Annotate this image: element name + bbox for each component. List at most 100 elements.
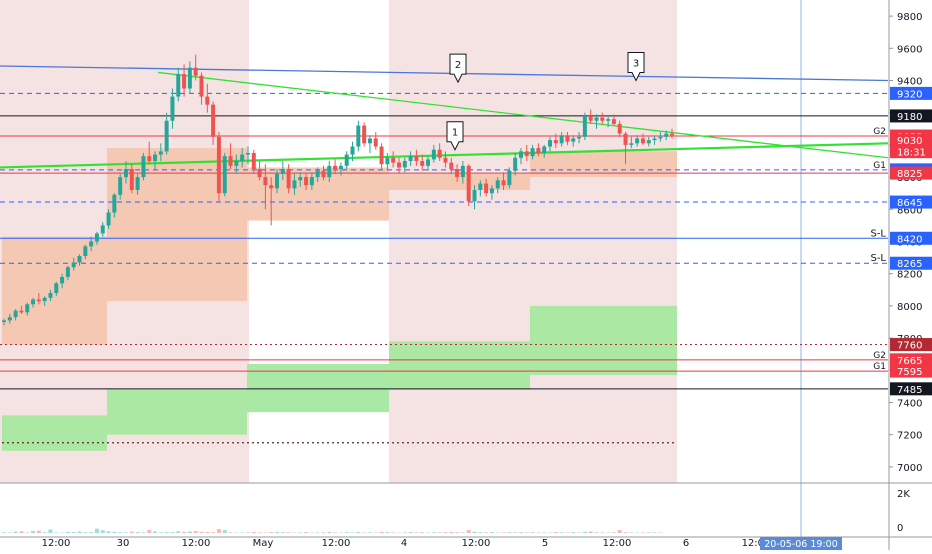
candle-body (141, 156, 145, 177)
candle-body (362, 126, 366, 144)
candle-body (147, 156, 151, 161)
candle-body (310, 177, 314, 185)
candle-body (438, 150, 442, 158)
candle-body (48, 293, 52, 298)
volume-bar (176, 531, 180, 533)
price-tag-label: 18:31 (897, 148, 926, 159)
candle-body (304, 177, 308, 185)
candle-body (112, 195, 116, 213)
candle-body (589, 116, 593, 121)
x-tick-label: 6 (683, 538, 689, 549)
y-tick-label: 8200 (897, 270, 922, 281)
candle-body (252, 153, 256, 169)
candle-body (101, 225, 105, 233)
candle-body (263, 177, 267, 185)
volume-bar (478, 532, 482, 533)
volume-bar (72, 532, 76, 533)
callout-label: 3 (633, 59, 639, 70)
volume-bar (600, 532, 604, 533)
candle-body (37, 299, 41, 301)
candle-body (153, 155, 157, 161)
x-tick-label: May (253, 538, 274, 549)
candle-body (31, 299, 35, 304)
candle-body (414, 156, 418, 161)
candle-body (565, 135, 569, 141)
candle-body (583, 116, 587, 137)
candle-body (246, 153, 250, 155)
candle-body (571, 138, 575, 141)
volume-bar (31, 531, 35, 533)
price-tag-label: 7760 (897, 341, 922, 352)
candle-body (165, 121, 169, 152)
y-tick-label: 9800 (897, 12, 922, 23)
price-tag-label: 7595 (897, 367, 922, 378)
candle-body (577, 137, 581, 139)
candle-body (321, 171, 325, 177)
candle-body (2, 320, 6, 322)
x-tick-label: 4 (401, 538, 407, 549)
volume-bar (624, 532, 628, 533)
volume-bar (484, 532, 488, 533)
volume-bar (188, 532, 192, 533)
volume-bar (54, 532, 58, 533)
candle-body (664, 134, 668, 137)
price-tag-label: 9180 (897, 112, 922, 123)
candle-body (170, 97, 174, 121)
volume-bar (356, 532, 360, 533)
volume-bar (112, 532, 116, 533)
candle-body (25, 304, 29, 312)
volume-bar (443, 532, 447, 533)
candle-body (194, 68, 198, 76)
volume-bar (2, 532, 6, 533)
volume-bar (147, 530, 151, 533)
volume-bar (414, 532, 418, 533)
y-tick-label: 7000 (897, 463, 922, 474)
y-tick-label: 7200 (897, 431, 922, 442)
x-tick-label: 12:00 (42, 538, 71, 549)
candle-body (8, 317, 12, 320)
volume-tick-label: 2K (897, 489, 910, 500)
candle-body (368, 138, 372, 143)
candle-body (397, 163, 401, 168)
candle-body (647, 140, 651, 143)
volume-bar (647, 532, 651, 533)
volume-bar (298, 532, 302, 533)
x-tick-label: 12:00 (182, 538, 211, 549)
candle-body (536, 148, 540, 153)
volume-bar (449, 532, 453, 533)
level-tag: G1 (873, 362, 886, 372)
volume-bar (420, 532, 424, 533)
candle-body (403, 161, 407, 167)
candle-body (606, 119, 610, 121)
candle-body (658, 137, 662, 139)
candle-body (461, 166, 465, 177)
volume-bar (629, 532, 633, 533)
volume-bar (519, 532, 523, 533)
candle-body (391, 158, 395, 163)
volume-bar (107, 531, 111, 533)
candle-body (420, 161, 424, 166)
callout-label: 1 (452, 128, 458, 139)
volume-bar (594, 532, 598, 533)
candle-body (490, 188, 494, 193)
candle-body (339, 166, 343, 169)
candle-body (159, 151, 163, 154)
volume-bar (170, 532, 174, 533)
candle-body (223, 156, 227, 193)
price-tag-label: 8645 (897, 198, 922, 209)
candle-body (473, 190, 477, 201)
candle-body (519, 151, 523, 157)
volume-bar (124, 532, 128, 533)
lower-band-block (2, 415, 107, 450)
level-tag: S-L (870, 228, 886, 239)
candle-body (356, 126, 360, 147)
volume-bar (513, 532, 517, 533)
level-tag: G1 (873, 161, 886, 171)
candle-body (292, 180, 296, 188)
level-tag: S-L (870, 253, 886, 264)
volume-bar (461, 532, 465, 533)
volume-bar (321, 532, 325, 533)
volume-bar (589, 531, 593, 533)
